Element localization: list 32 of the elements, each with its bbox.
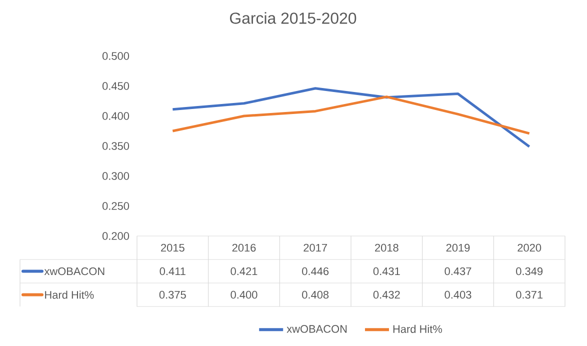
y-tick-label: 0.450: [102, 82, 130, 90]
y-tick-label: 0.300: [102, 172, 130, 180]
x-tick-label: 2015: [161, 244, 184, 252]
data-label: 0.375: [159, 290, 186, 299]
legend-label: Hard Hit%: [45, 290, 94, 299]
line-series: [171, 87, 531, 148]
data-label: 0.400: [230, 290, 258, 299]
x-tick-label: 2016: [232, 244, 256, 252]
data-label: 0.446: [302, 267, 329, 276]
y-tick-label: 0.250: [102, 202, 130, 210]
text: xwOBACON: [286, 325, 347, 333]
data-label: 0.403: [444, 290, 472, 299]
data-label: 0.431: [373, 267, 400, 276]
data-label: 0.411: [160, 267, 186, 276]
y-tick-label: 0.350: [102, 142, 130, 150]
data-label: 0.371: [516, 290, 543, 299]
y-tick-label: 0.400: [102, 112, 130, 120]
x-tick-label: 2019: [446, 244, 470, 252]
data-label: 0.432: [373, 290, 400, 299]
legend-label: xwOBACON: [44, 267, 104, 276]
line-series: [171, 96, 531, 135]
x-tick-label: 2020: [518, 244, 542, 252]
y-tick-label: 0.200: [102, 232, 130, 240]
data-label: 0.408: [302, 290, 329, 299]
y-tick-label: 0.500: [102, 52, 130, 60]
text: Hard Hit%: [393, 324, 442, 333]
data-label: 0.437: [444, 267, 472, 276]
data-label: 0.421: [230, 267, 258, 276]
x-tick-label: 2017: [304, 244, 327, 252]
data-label: 0.349: [516, 267, 543, 276]
chart-title: Garcia 2015-2020: [230, 12, 356, 24]
x-tick-label: 2018: [375, 244, 398, 252]
